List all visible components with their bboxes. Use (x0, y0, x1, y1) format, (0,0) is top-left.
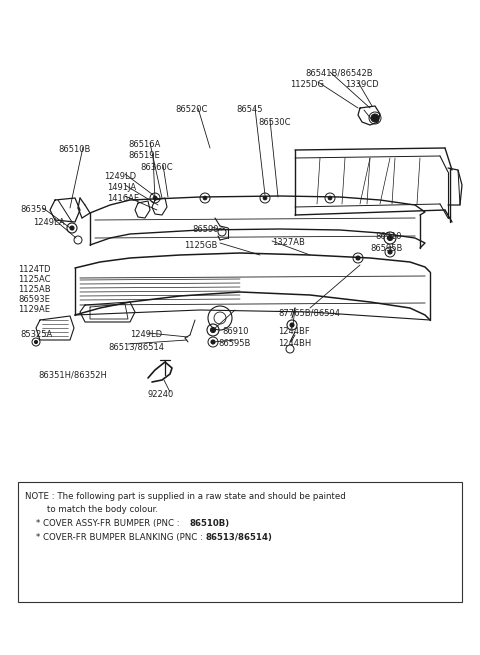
Circle shape (211, 340, 215, 344)
Text: 87765B/86594: 87765B/86594 (278, 308, 340, 317)
Text: 1125DG: 1125DG (290, 80, 324, 89)
Text: 86351H/86352H: 86351H/86352H (38, 370, 107, 379)
Text: 1249LA: 1249LA (33, 218, 65, 227)
Text: 86595B: 86595B (370, 244, 402, 253)
Text: * COVER-FR BUMPER BLANKING (PNC :: * COVER-FR BUMPER BLANKING (PNC : (25, 533, 205, 542)
Text: 85325A: 85325A (20, 330, 52, 339)
Text: 86360C: 86360C (140, 163, 173, 172)
Text: 1124TD: 1124TD (18, 265, 50, 274)
Circle shape (387, 236, 393, 240)
Text: 1125GB: 1125GB (184, 241, 217, 250)
Text: 86510B): 86510B) (190, 519, 230, 528)
Text: 86910: 86910 (222, 327, 249, 336)
FancyBboxPatch shape (18, 482, 462, 602)
Circle shape (203, 196, 207, 200)
Text: to match the body colour.: to match the body colour. (25, 505, 158, 514)
Circle shape (35, 341, 37, 343)
Text: 86530C: 86530C (258, 118, 290, 127)
Circle shape (211, 328, 216, 333)
Text: 1129AE: 1129AE (18, 305, 50, 314)
Text: 86513/86514: 86513/86514 (108, 342, 164, 351)
Text: 86590: 86590 (192, 225, 218, 234)
Text: 1491JA: 1491JA (107, 183, 136, 192)
Text: 86520C: 86520C (175, 105, 207, 114)
Text: 86595B: 86595B (218, 339, 251, 348)
Circle shape (70, 226, 74, 230)
Text: 86510B: 86510B (58, 145, 90, 154)
Text: 86541B/86542B: 86541B/86542B (305, 68, 372, 77)
Text: 1249LD: 1249LD (104, 172, 136, 181)
Text: 1125AB: 1125AB (18, 285, 50, 294)
Text: NOTE : The following part is supplied in a raw state and should be painted: NOTE : The following part is supplied in… (25, 492, 346, 501)
Circle shape (388, 250, 392, 254)
Text: 1244BH: 1244BH (278, 339, 311, 348)
Text: 1125AC: 1125AC (18, 275, 50, 284)
Text: 1339CD: 1339CD (345, 80, 379, 89)
Text: 1244BF: 1244BF (278, 327, 310, 336)
Circle shape (328, 196, 332, 200)
Text: 86545: 86545 (236, 105, 263, 114)
Circle shape (290, 323, 294, 327)
Text: 92240: 92240 (148, 390, 174, 399)
Text: 1416AE: 1416AE (107, 194, 139, 203)
Text: 86516A: 86516A (128, 140, 160, 149)
Text: 86593E: 86593E (18, 295, 50, 304)
Circle shape (371, 114, 379, 122)
Text: 1327AB: 1327AB (272, 238, 305, 247)
Circle shape (356, 256, 360, 260)
Text: * COVER ASSY-FR BUMPER (PNC :: * COVER ASSY-FR BUMPER (PNC : (25, 519, 182, 528)
Text: 1249LD: 1249LD (130, 330, 162, 339)
Text: 86519E: 86519E (128, 151, 160, 160)
Text: 86359: 86359 (20, 205, 47, 214)
Text: 86910: 86910 (375, 232, 401, 241)
Text: 86513/86514): 86513/86514) (205, 533, 272, 542)
Circle shape (263, 196, 267, 200)
Circle shape (153, 196, 157, 200)
